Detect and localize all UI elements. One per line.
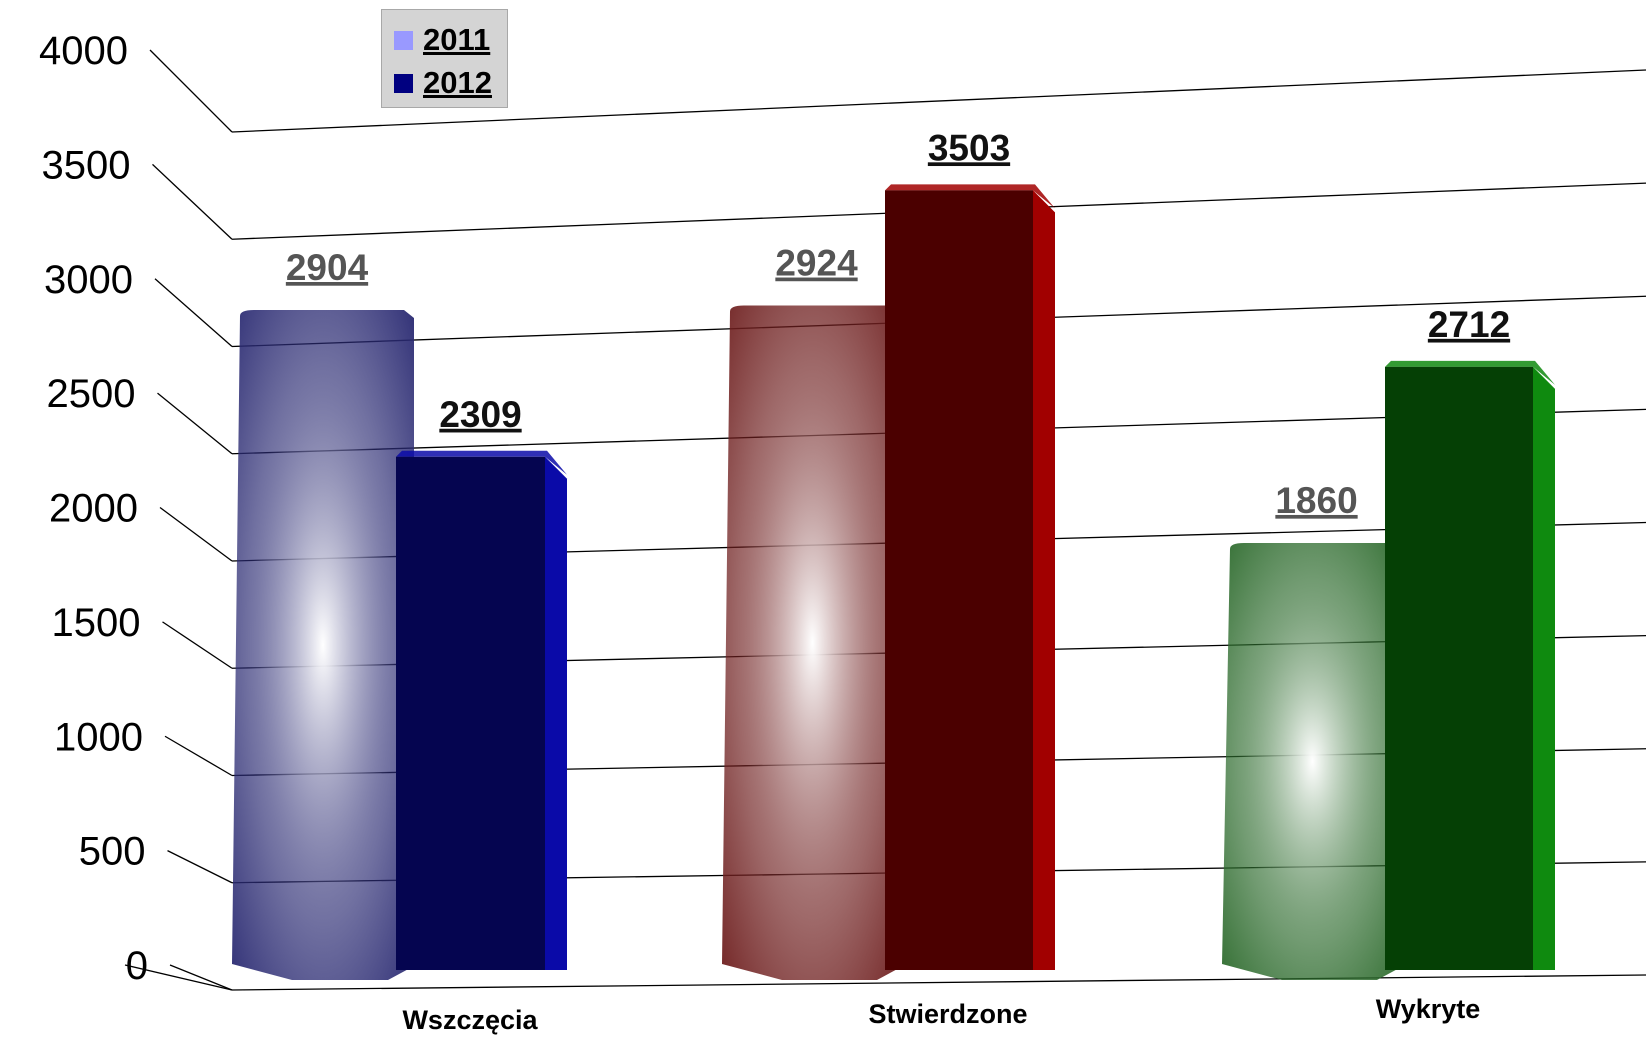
- bar-stwierdzone-2011: [722, 305, 903, 980]
- y-axis: 0 500 1000 1500 2000 2500 3000 3500 4000: [39, 29, 148, 988]
- data-label-wszczecia-2012: 2309: [439, 394, 521, 435]
- gridline-diagonal: [164, 735, 233, 777]
- gridline-diagonal: [157, 392, 233, 455]
- legend-item-2011: 2011: [394, 22, 491, 57]
- x-axis: Wszczęcia Stwierdzone Wykryte: [402, 994, 1480, 1035]
- legend-item-2012: 2012: [394, 65, 492, 100]
- gridline-diagonal: [162, 621, 233, 669]
- bars-layer: [232, 184, 1555, 980]
- y-tick-label: 3500: [42, 143, 131, 187]
- y-tick-label: 2000: [49, 487, 138, 531]
- gridline-diagonal: [152, 163, 233, 240]
- gridline-diagonal: [167, 850, 233, 884]
- legend-swatch-2011: [394, 30, 413, 50]
- legend-swatch-2012: [394, 73, 413, 93]
- gridline-diagonal: [154, 278, 233, 347]
- x-tick-label-wszczecia: Wszczęcia: [402, 1005, 538, 1035]
- gridline-diagonal: [169, 964, 233, 991]
- y-tick-label: 2500: [47, 372, 136, 416]
- bar-side-wszczecia-2012: [545, 456, 567, 971]
- x-tick-label-stwierdzone: Stwierdzone: [868, 999, 1027, 1029]
- data-label-stwierdzone-2012: 3503: [928, 127, 1010, 168]
- bar-wykryte-2012: [1385, 366, 1533, 970]
- bar-side-wykryte-2012: [1533, 366, 1555, 970]
- data-labels-layer: 2904 2309 2924 3503 1860 2712: [286, 127, 1510, 521]
- data-label-wykryte-2012: 2712: [1428, 304, 1510, 345]
- legend: 2011 2012: [381, 9, 508, 108]
- gridline-diagonal: [149, 49, 233, 133]
- gridline-diagonal: [159, 506, 233, 562]
- y-tick-label: 1500: [52, 601, 141, 645]
- data-label-stwierdzone-2011: 2924: [775, 243, 858, 284]
- legend-label-2012: 2012: [423, 65, 492, 100]
- bar-wszczecia-2012: [396, 456, 545, 971]
- bar-wykryte-2011: [1222, 542, 1403, 980]
- floor-edge: [124, 964, 233, 991]
- bar-wszczecia-2011: [232, 310, 414, 980]
- legend-label-2011: 2011: [423, 22, 491, 57]
- y-tick-label: 4000: [39, 29, 128, 73]
- bar-side-stwierdzone-2012: [1033, 190, 1055, 970]
- data-label-wykryte-2011: 1860: [1275, 480, 1357, 521]
- y-tick-label: 1000: [54, 715, 143, 759]
- y-tick-label: 3000: [44, 258, 133, 302]
- gridline: [231, 974, 1646, 991]
- bar-stwierdzone-2012: [885, 190, 1033, 970]
- y-tick-label: 0: [126, 944, 148, 988]
- data-label-wszczecia-2011: 2904: [286, 247, 369, 288]
- y-tick-label: 500: [79, 830, 146, 874]
- gridline: [231, 69, 1646, 133]
- x-tick-label-wykryte: Wykryte: [1376, 994, 1481, 1024]
